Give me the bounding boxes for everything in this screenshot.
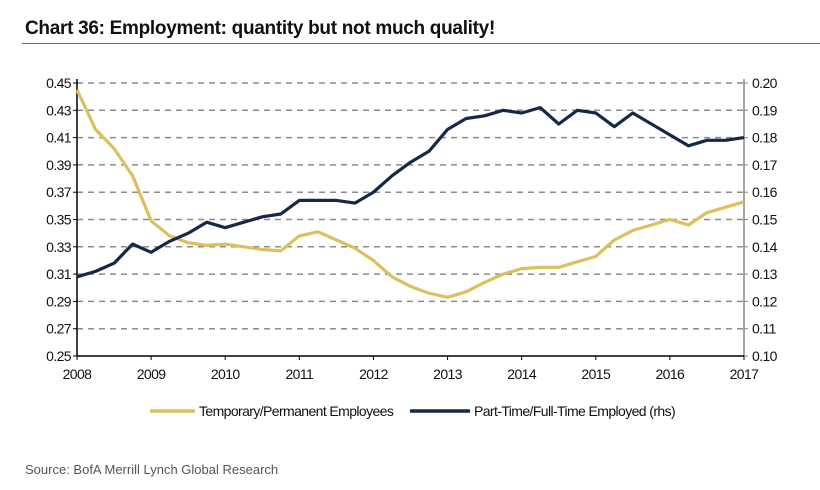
left-axis-tick-label: 0.35 [46,212,72,228]
x-axis-tick-label: 2017 [730,366,760,382]
right-axis-tick-label: 0.20 [752,75,778,91]
right-axis-tick-label: 0.10 [752,348,778,364]
left-axis-tick-label: 0.33 [46,239,72,255]
left-axis-tick-label: 0.45 [46,75,72,91]
legend-label: Part-Time/Full-Time Employed (rhs) [474,403,675,419]
series-line-temporary-permanent [75,89,745,299]
right-axis-tick-label: 0.11 [752,321,777,337]
source-note: Source: BofA Merrill Lynch Global Resear… [25,462,279,477]
series-line-part-time-full-time [76,105,745,279]
left-axis-tick-label: 0.31 [46,266,72,282]
x-axis-tick-label: 2011 [285,366,314,382]
right-axis-tick-label: 0.19 [752,102,778,118]
line-chart: 0.45 0.20 0.43 0.19 0.41 0.18 0.39 0.17 0.37 0.16… [46,75,778,419]
left-axis-tick-label: 0.29 [46,293,72,309]
right-axis-tick-label: 0.17 [752,157,778,173]
x-axis-tick-label: 2014 [507,366,537,382]
x-axis-tick-label: 2008 [63,366,93,382]
chart-title: Chart 36: Employment: quantity but not m… [25,18,495,39]
left-axis-tick-label: 0.43 [46,102,72,118]
x-axis-tick-label: 2015 [581,366,611,382]
left-axis-tick-label: 0.27 [46,321,72,337]
x-axis-tick-label: 2016 [656,366,686,382]
title-divider [22,43,820,44]
left-axis-tick-label: 0.41 [46,130,72,146]
right-axis-tick-label: 0.14 [752,239,778,255]
legend-label: Temporary/Permanent Employees [199,403,394,419]
x-axis-tick-label: 2010 [211,366,241,382]
right-axis-tick-label: 0.15 [752,212,778,228]
right-axis-tick-label: 0.18 [752,130,778,146]
right-axis-tick-label: 0.13 [752,266,778,282]
x-axis-tick-label: 2013 [433,366,463,382]
left-axis-tick-label: 0.37 [46,184,72,200]
left-axis-tick-label: 0.39 [46,157,72,173]
x-axis-tick-label: 2012 [359,366,389,382]
x-axis-tick-label: 2009 [137,366,167,382]
right-axis-tick-label: 0.16 [752,184,778,200]
left-axis-tick-label: 0.25 [46,348,72,364]
right-axis-tick-label: 0.12 [752,293,778,309]
